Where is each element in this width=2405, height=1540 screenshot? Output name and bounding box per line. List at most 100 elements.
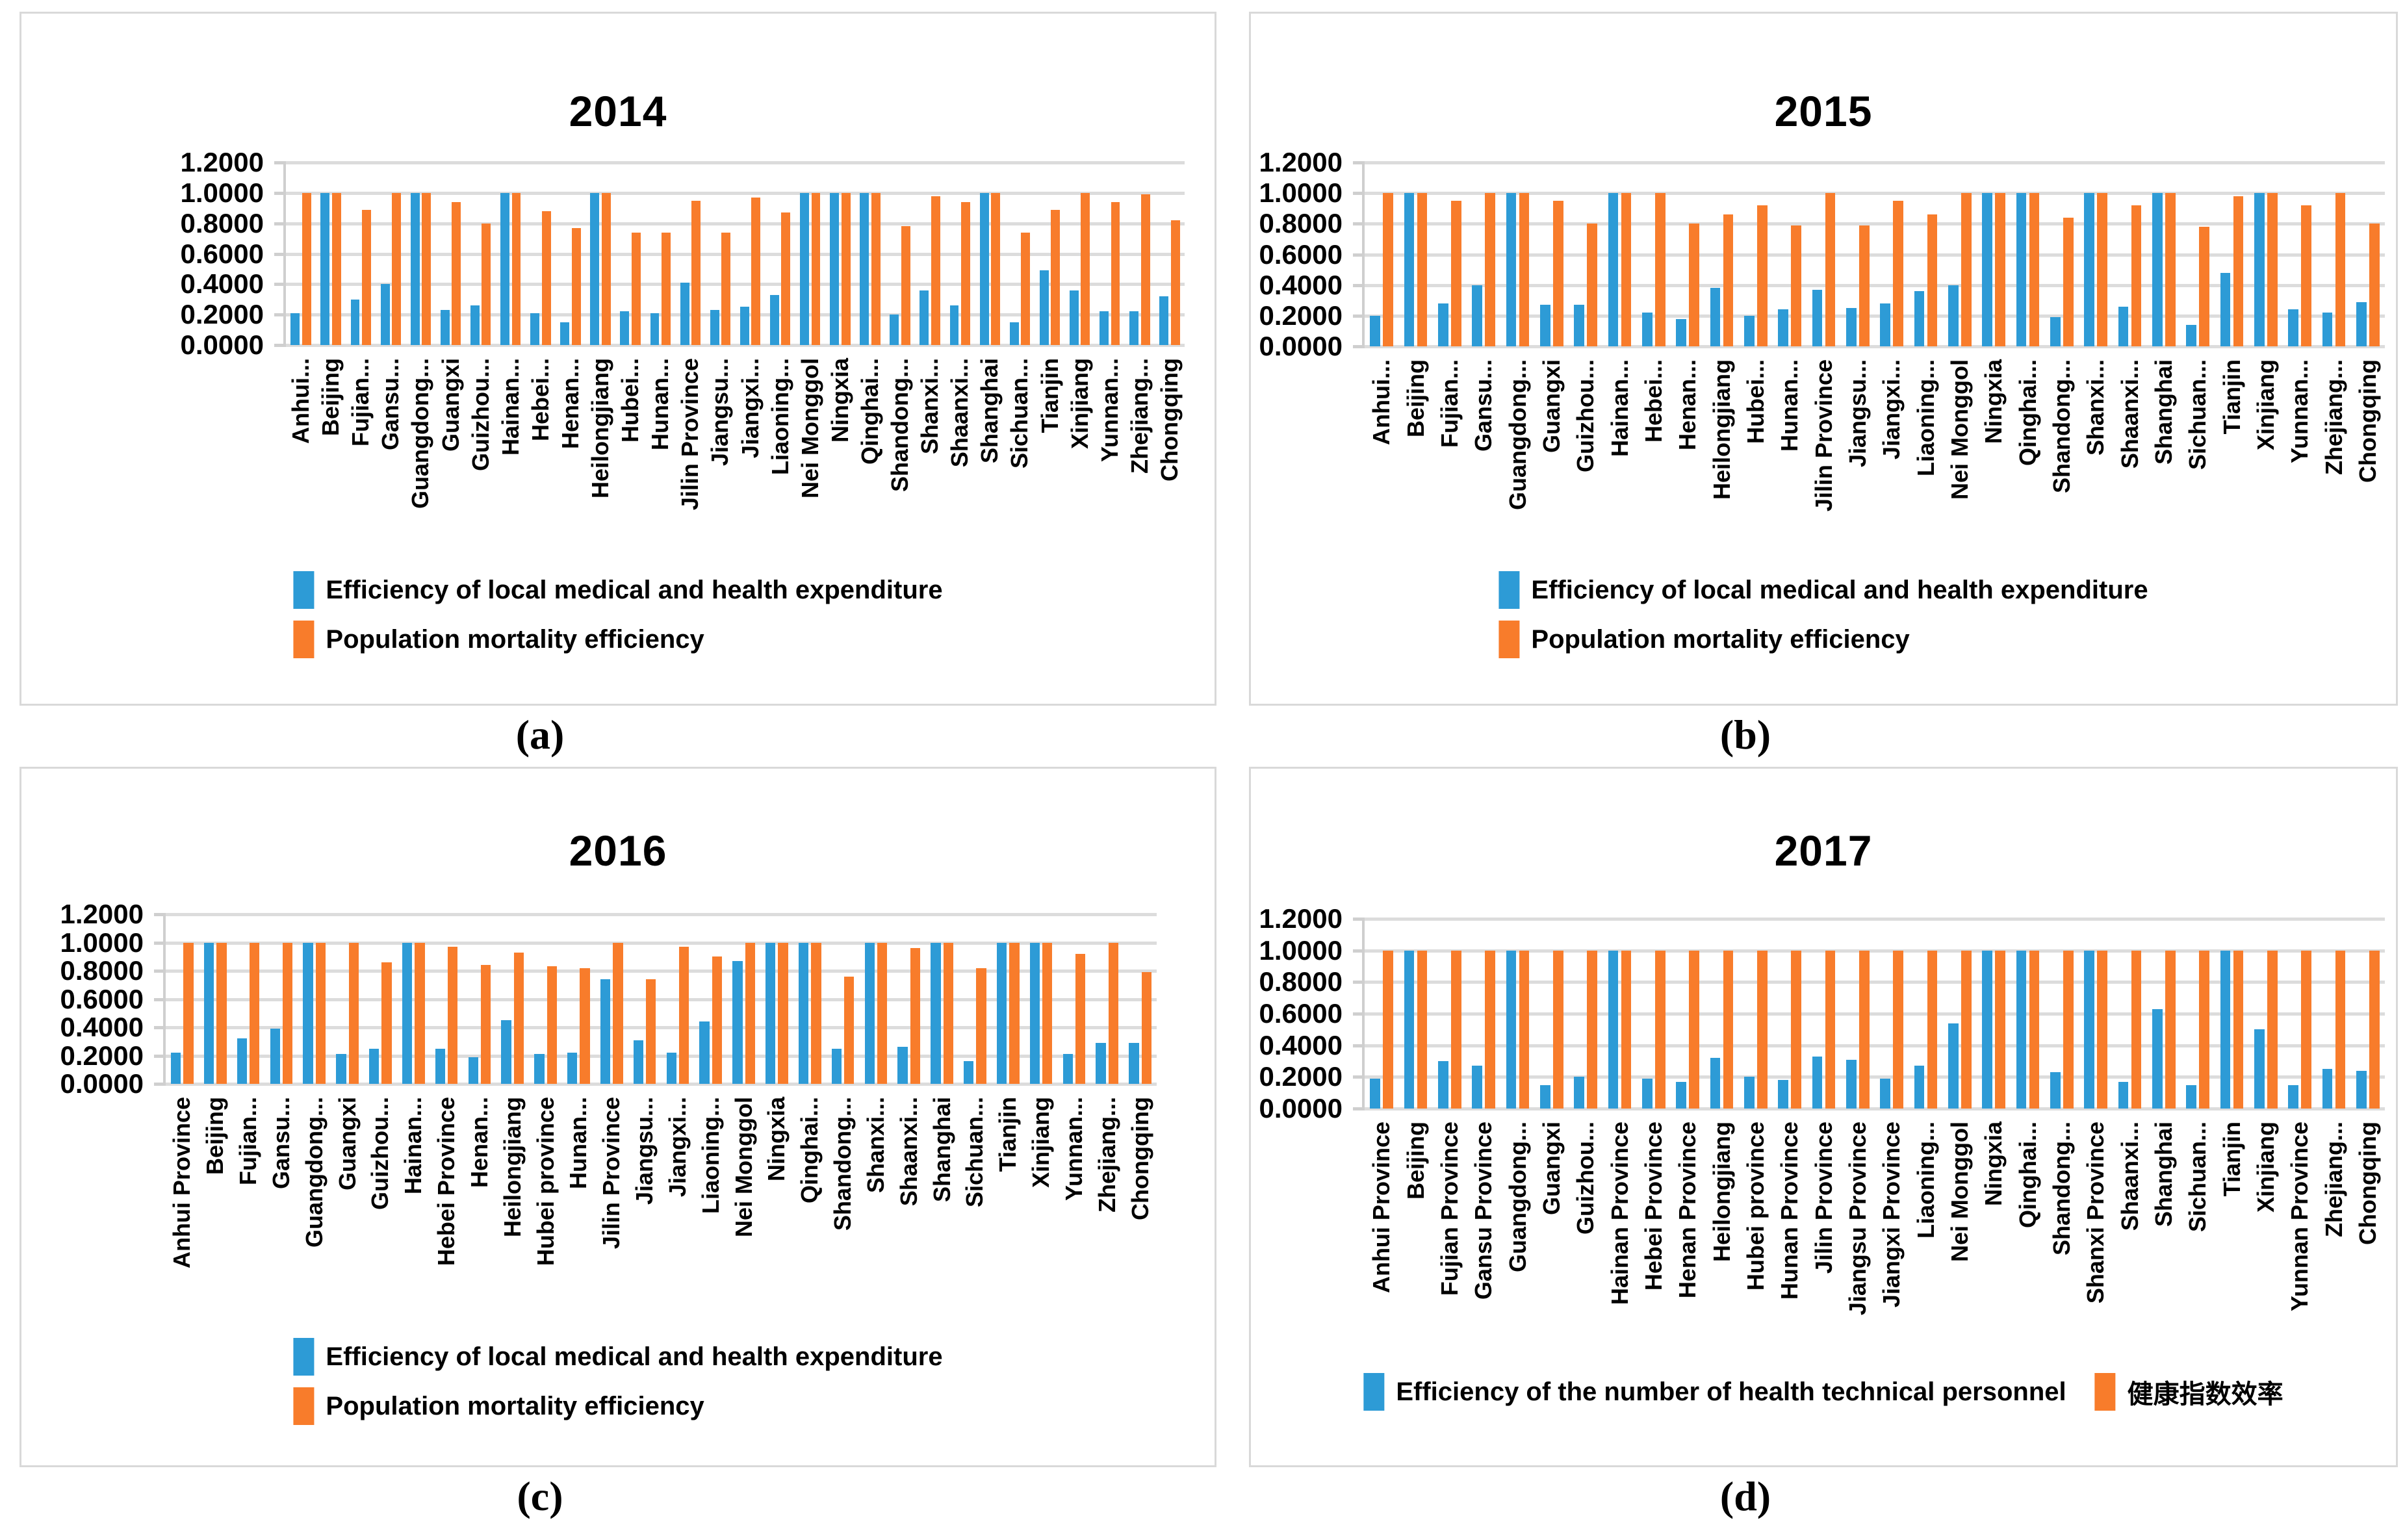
y-axis-tick <box>1353 161 1363 164</box>
y-axis-label: 0.6000 <box>180 238 264 269</box>
bar-series1 <box>830 192 839 345</box>
bar-series1 <box>1096 1042 1106 1084</box>
bar-series1 <box>864 942 875 1084</box>
legend-2015: Efficiency of local medical and health e… <box>1498 571 2148 658</box>
legend-item-series2: Population mortality efficiency <box>1498 621 1910 658</box>
legend-item-series2: 健康指数效率 <box>2094 1373 2283 1411</box>
bar-series2 <box>901 226 910 345</box>
bar-series2 <box>513 952 524 1084</box>
bar-series2 <box>1961 193 1972 346</box>
y-axis-tick <box>274 283 285 287</box>
bar-series2 <box>480 965 491 1084</box>
x-axis-label: Hainan... <box>400 1097 427 1195</box>
bar-series2 <box>931 196 940 345</box>
y-axis-label: 0.0000 <box>60 1068 144 1099</box>
bar-series1 <box>1438 303 1448 346</box>
bar-series1 <box>979 192 989 345</box>
gridline <box>166 997 1157 1001</box>
bar-series2 <box>2335 193 2346 346</box>
gridline <box>286 344 1185 347</box>
bar-series1 <box>1159 296 1169 345</box>
legend-item-series1: Efficiency of the number of health techn… <box>1363 1373 2066 1411</box>
bar-series1 <box>1880 303 1891 346</box>
x-axis-label: Liaoning... <box>766 358 793 475</box>
bar-series2 <box>976 968 986 1084</box>
bar-series2 <box>1009 942 1020 1084</box>
bar-series1 <box>860 192 869 345</box>
y-axis-tick <box>154 1054 164 1058</box>
bar-series2 <box>1450 950 1461 1109</box>
gridline <box>1365 192 2385 196</box>
bar-series1 <box>1062 1054 1073 1084</box>
y-axis-tick <box>1353 1012 1363 1016</box>
bar-series2 <box>1995 193 2005 346</box>
y-axis-line <box>283 161 286 347</box>
x-axis-label: Shandong... <box>886 358 914 492</box>
bar-series1 <box>1540 1084 1550 1109</box>
bar-series2 <box>910 948 921 1084</box>
y-axis-label: 0.8000 <box>1259 208 1343 239</box>
bar-series2 <box>282 942 293 1084</box>
bar-series2 <box>2165 193 2176 346</box>
x-axis-label: Shanghai <box>976 358 1003 464</box>
bar-series1 <box>769 294 779 345</box>
y-axis-tick <box>154 969 164 973</box>
bar-series2 <box>2199 950 2209 1109</box>
y-axis-label: 0.6000 <box>1259 998 1343 1029</box>
x-axis-label: Henan... <box>465 1097 493 1188</box>
bar-series2 <box>1825 950 1836 1109</box>
x-axis-label: Chongqing <box>2354 1122 2381 1245</box>
y-axis-label: 1.2000 <box>1259 147 1343 177</box>
x-axis-label: Gansu... <box>267 1097 294 1190</box>
series1-swatch-icon <box>1363 1373 1385 1411</box>
bar-series1 <box>1846 1059 1857 1109</box>
bar-series1 <box>1438 1061 1448 1109</box>
x-axis-label: Hebei... <box>526 358 554 442</box>
legend-item-series2: Population mortality efficiency <box>293 1387 704 1425</box>
x-axis-label: Hebei Province <box>1640 1122 1667 1291</box>
bar-series1 <box>1404 193 1415 346</box>
bar-series2 <box>2131 950 2142 1109</box>
legend-item-series1: Efficiency of local medical and health e… <box>293 571 943 609</box>
bar-series1 <box>2186 1084 2197 1109</box>
caption-d: (d) <box>1719 1473 1771 1519</box>
y-axis-label: 1.0000 <box>1259 177 1343 209</box>
x-axis-label: Shandong... <box>2048 359 2075 493</box>
bar-series1 <box>1982 193 1993 346</box>
x-axis-label: Jilin Province <box>676 358 704 511</box>
x-axis-label: Jiangxi Province <box>1878 1122 1905 1308</box>
bar-series1 <box>1778 309 1789 346</box>
bar-series1 <box>1129 311 1138 345</box>
y-axis-tick <box>1353 949 1363 953</box>
bar-series1 <box>2050 317 2061 346</box>
bar-series1 <box>440 310 450 345</box>
gridline <box>286 222 1185 225</box>
x-axis-label: Gansu Province <box>1470 1122 1497 1300</box>
bar-series1 <box>2356 302 2367 346</box>
gridline <box>1365 1107 2385 1110</box>
bar-series2 <box>1995 950 2005 1109</box>
x-axis-label: Tianjin <box>994 1097 1022 1172</box>
bar-series1 <box>1574 1077 1585 1109</box>
bar-series1 <box>890 314 899 345</box>
gridline <box>1365 1012 2385 1016</box>
bar-series2 <box>415 942 425 1084</box>
bar-series2 <box>571 227 581 345</box>
bar-series2 <box>2301 205 2311 346</box>
bar-series1 <box>380 284 390 345</box>
bar-series1 <box>2118 306 2129 346</box>
bar-series2 <box>1519 193 1530 346</box>
x-axis-label: Anhui... <box>1368 359 1395 445</box>
bar-series1 <box>2288 309 2299 346</box>
x-axis-label: Guangdong... <box>1504 359 1531 510</box>
series1-swatch-icon <box>293 1338 315 1376</box>
legend-label-series1: Efficiency of the number of health techn… <box>1396 1377 2066 1406</box>
bar-series1 <box>2186 324 2197 346</box>
bar-series2 <box>2301 950 2311 1109</box>
bar-series2 <box>1081 192 1090 345</box>
bar-series1 <box>650 313 660 345</box>
y-axis-label: 0.0000 <box>180 329 264 360</box>
y-axis-label: 0.4000 <box>1259 1029 1343 1060</box>
x-axis-label: Shaanxi... <box>895 1097 922 1207</box>
x-axis-label: Heilongjiang <box>1708 359 1735 500</box>
